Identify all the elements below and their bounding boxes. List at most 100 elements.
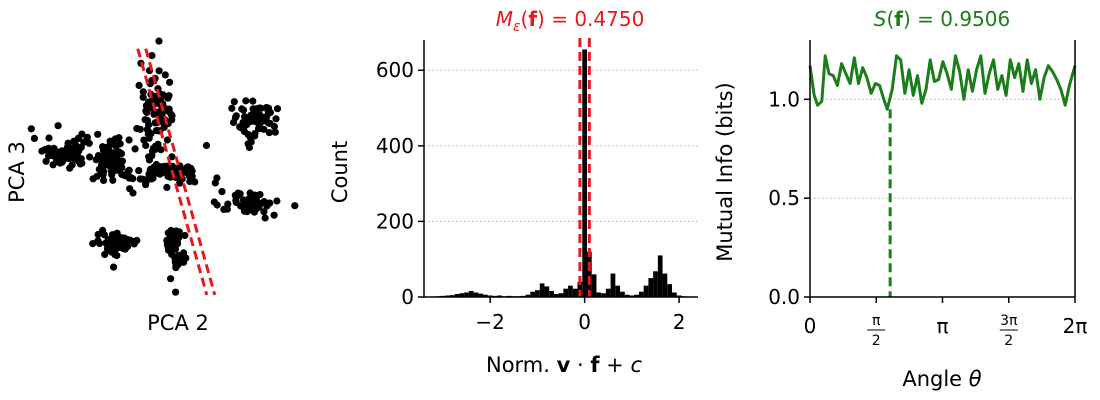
pca-dashed-lines: [136, 48, 217, 296]
pca-point: [263, 112, 271, 120]
mutual-info-y-tick-label: 1.0: [768, 87, 800, 111]
pca-point: [188, 167, 196, 175]
mutual-info-x-tick-label: 2π: [1063, 314, 1088, 338]
mutual-info-x-tick-fraction: π2: [867, 313, 886, 349]
histogram-y-tick-label: 0: [401, 285, 414, 309]
pca-point: [135, 81, 143, 89]
pca-point: [230, 98, 238, 106]
pca-point: [110, 137, 118, 145]
histogram-x-tick-label: 0: [578, 310, 591, 334]
pca-point: [70, 137, 78, 145]
pca-point: [163, 136, 171, 144]
pca-point: [115, 148, 123, 156]
pca-point: [54, 122, 62, 130]
pca-point: [172, 288, 180, 296]
mutual-info-y-tick-label: 0.0: [768, 285, 800, 309]
pca-point: [104, 158, 112, 166]
histogram-bar: [577, 281, 583, 297]
histogram-bar: [610, 273, 616, 297]
pca-point: [108, 233, 116, 242]
histogram-bar: [657, 255, 663, 297]
pca-point: [264, 104, 273, 112]
pca-point: [273, 197, 281, 205]
mutual-info-tick-labels: 0.0 0.5 1.0 0 π2 π 3π2 2π: [768, 87, 1087, 349]
histogram-bar: [535, 290, 540, 297]
fraction-denominator: 2: [1004, 333, 1013, 349]
pca-point: [229, 118, 238, 127]
histogram-y-tick-label: 400: [376, 134, 414, 158]
histogram-bar: [653, 271, 658, 297]
fraction-denominator: 2: [872, 333, 881, 349]
mutual-info-x-tick-fraction: 3π2: [999, 313, 1018, 349]
pca-dashed-line: [144, 48, 217, 296]
pca-point: [114, 166, 122, 174]
pca-point: [260, 208, 268, 216]
pca-point: [78, 159, 86, 167]
mutual-info-x-tick-label: 0: [804, 314, 817, 338]
histogram-bar: [629, 295, 635, 297]
pca-point: [255, 121, 263, 129]
pca-point: [211, 179, 219, 187]
histogram-bars: [435, 49, 687, 298]
pca-point: [109, 160, 118, 168]
histogram-bar: [582, 49, 587, 298]
pca-point: [109, 242, 117, 250]
histogram-title: Mε(f) = 0.4750: [496, 7, 645, 35]
histogram-bar: [483, 294, 488, 297]
mutual-info-series: [808, 54, 1077, 111]
pca-point: [139, 88, 147, 96]
histogram-bar: [620, 291, 625, 297]
pca-point: [110, 263, 118, 271]
histogram-bar: [459, 293, 465, 297]
pca-point: [249, 97, 257, 105]
pca-point: [291, 202, 299, 210]
histogram-bar: [624, 294, 630, 297]
pca-point: [100, 176, 108, 184]
pca-point: [140, 136, 148, 144]
pca-scatter-panel: PCA 2 PCA 3: [5, 37, 299, 335]
pca-point: [163, 236, 171, 245]
pca-point: [248, 201, 256, 209]
pca-point: [123, 236, 131, 244]
pca-point: [223, 205, 231, 213]
pca-point: [232, 193, 240, 201]
histogram-gridlines: [424, 69, 698, 222]
histogram-bar: [568, 285, 573, 297]
pca-point: [245, 143, 253, 152]
histogram-y-tick-label: 200: [376, 209, 414, 233]
histogram-bar: [643, 285, 649, 297]
histogram-bar: [464, 292, 469, 297]
histogram-bar: [539, 283, 545, 297]
histogram-bar: [563, 288, 569, 297]
mutual-info-x-axis-label: Angle θ: [902, 367, 981, 391]
pca-point: [186, 177, 194, 186]
pca-point: [261, 214, 269, 222]
pca-point: [157, 146, 165, 154]
pca-point: [165, 242, 173, 250]
pca-point: [173, 238, 181, 247]
mutual-info-x-tick-label: π: [936, 314, 948, 338]
pca-point: [168, 112, 176, 120]
pca-point: [246, 133, 254, 141]
pca-point: [142, 141, 150, 150]
histogram-bar: [648, 278, 654, 297]
pca-point: [148, 52, 156, 60]
pca-point: [146, 167, 154, 175]
pca-point: [218, 188, 226, 196]
pca-point: [263, 118, 271, 126]
pca-point: [68, 161, 76, 169]
pca-point: [253, 105, 261, 113]
histogram-bar: [449, 295, 455, 297]
pca-point: [86, 153, 94, 161]
histogram-bar: [667, 284, 673, 297]
histogram-bar: [558, 293, 564, 297]
mutual-info-y-tick-label: 0.5: [768, 186, 800, 210]
pca-point: [131, 145, 139, 153]
histogram-bar: [544, 286, 550, 297]
histogram-bar: [497, 295, 502, 297]
pca-point: [270, 211, 278, 219]
pca-point: [272, 115, 280, 123]
pca-point: [167, 275, 175, 283]
histogram-bar: [591, 274, 597, 297]
